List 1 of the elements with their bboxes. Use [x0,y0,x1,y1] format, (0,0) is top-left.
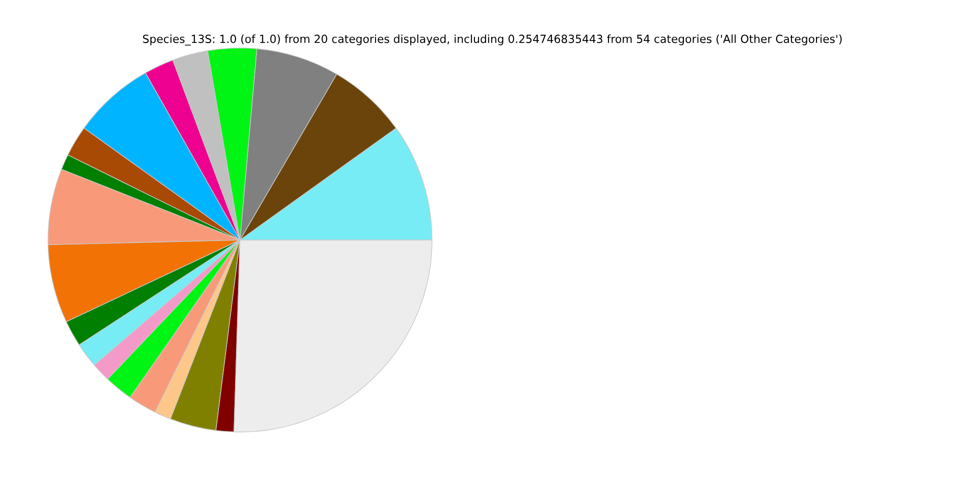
text: Species_13S: 1.0 (of 1.0) from 20 categories displayed, including 0.254746835443 from 54 categories ('All Other Categories') [143,34,842,46]
